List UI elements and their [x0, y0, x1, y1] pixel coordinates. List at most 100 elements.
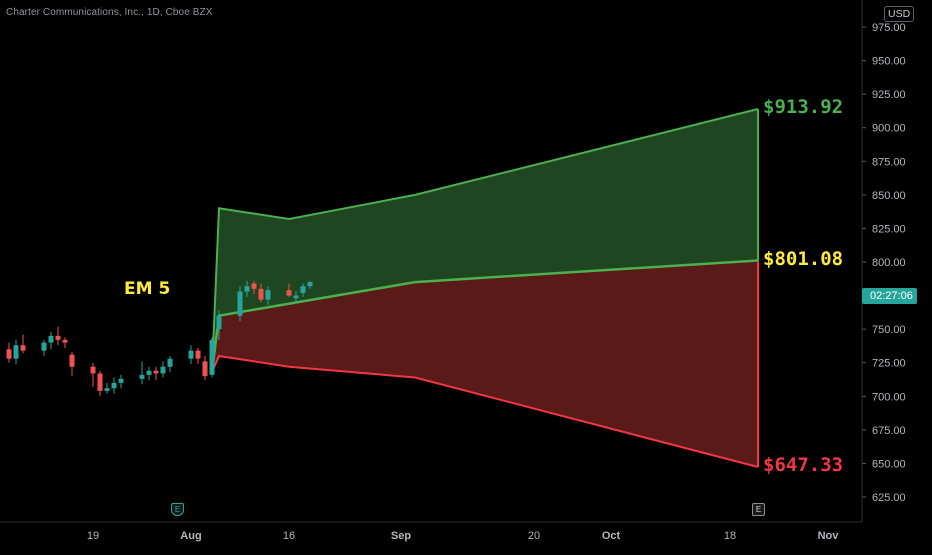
candle [216, 310, 222, 340]
candle [13, 339, 19, 365]
candle [195, 347, 201, 365]
candle [153, 366, 159, 381]
mid-target-label: $801.08 [763, 247, 844, 270]
candle-body [293, 295, 299, 299]
candle-body [104, 388, 110, 391]
candles [6, 280, 313, 397]
x-tick-label: 19 [87, 530, 99, 542]
candle [104, 382, 110, 394]
y-tick-label: 850.00 [872, 190, 906, 202]
expected-move-bands [210, 108, 759, 468]
y-tick-label: 950.00 [872, 56, 906, 68]
candle [111, 377, 117, 394]
candle [202, 356, 208, 381]
candle-body [202, 361, 208, 377]
x-tick-label: 18 [724, 530, 736, 542]
candle [265, 286, 271, 305]
x-tick-label: 20 [528, 530, 540, 542]
x-tick-label: 16 [283, 530, 295, 542]
candle-body [97, 373, 103, 391]
candle [97, 370, 103, 397]
candle [62, 337, 68, 348]
last-price-countdown-tag: 02:27:06 [862, 288, 917, 304]
candle-body [13, 345, 19, 359]
candle [244, 280, 250, 297]
lower-target-label: $647.33 [763, 454, 844, 476]
y-tick-label: 675.00 [872, 425, 906, 437]
candle [251, 280, 257, 295]
y-tick-label: 650.00 [872, 458, 906, 470]
candle-body [300, 286, 306, 293]
candle [209, 337, 215, 378]
chart-title: Charter Communications, Inc., 1D, Cboe B… [6, 7, 213, 18]
earnings-past-badge[interactable]: E [171, 503, 184, 516]
x-axis[interactable]: 19 Aug 16 Sep 20 Oct 18 Nov [0, 521, 862, 542]
y-tick-label: 625.00 [872, 492, 906, 504]
candle-body [216, 315, 222, 330]
y-axis[interactable]: 625.00650.00675.00700.00725.00750.00775.… [861, 0, 906, 522]
em-label: EM 5 [124, 279, 171, 299]
upper-target-label: $913.92 [763, 96, 844, 119]
candle-body [251, 283, 257, 289]
candle [167, 356, 173, 373]
candle [118, 374, 124, 389]
candle-body [160, 366, 166, 374]
lower-band-line [211, 354, 759, 468]
upper-band-line [211, 108, 759, 373]
y-tick-label: 700.00 [872, 391, 906, 403]
upper-band-fill [212, 109, 758, 373]
candle-body [111, 382, 117, 389]
y-tick-label: 900.00 [872, 123, 906, 135]
mid-band-line [210, 259, 759, 373]
candle-body [69, 354, 75, 367]
candle-body [139, 374, 145, 379]
candle-body [167, 358, 173, 367]
candle [258, 283, 264, 303]
candle-body [237, 291, 243, 316]
candle [160, 361, 166, 378]
candle [90, 362, 96, 387]
candle-body [195, 350, 201, 359]
lower-band-fill [212, 260, 758, 467]
candle [6, 342, 12, 363]
candle [48, 331, 54, 350]
x-tick-label: Nov [818, 530, 840, 542]
candle-body [118, 378, 124, 383]
candle-body [307, 282, 313, 287]
candle-body [258, 288, 264, 300]
x-tick-label: Oct [602, 530, 621, 542]
candle [307, 280, 313, 289]
candle [286, 283, 292, 297]
candle [139, 361, 145, 385]
x-tick-label: Aug [180, 530, 201, 542]
candle-body [20, 345, 26, 351]
y-tick-label: 875.00 [872, 156, 906, 168]
candle-body [55, 335, 61, 340]
candle [188, 345, 194, 365]
candle [20, 334, 26, 354]
y-tick-label: 975.00 [872, 22, 906, 34]
candle-body [209, 339, 215, 375]
y-tick-label: 725.00 [872, 358, 906, 370]
candle-body [265, 290, 271, 300]
candle-body [146, 370, 152, 375]
y-tick-label: 825.00 [872, 223, 906, 235]
candle-body [62, 339, 68, 343]
candle [300, 283, 306, 297]
candle-body [188, 350, 194, 359]
x-tick-label: Sep [391, 530, 411, 542]
candle-body [6, 349, 12, 359]
candle [146, 366, 152, 381]
candle-body [41, 342, 47, 351]
candle-body [244, 286, 250, 292]
earnings-future-badge[interactable]: E [752, 503, 765, 516]
candle [55, 326, 61, 346]
candle-body [48, 335, 54, 343]
currency-badge[interactable]: USD [884, 6, 915, 22]
candle-body [90, 366, 96, 374]
y-tick-label: 925.00 [872, 89, 906, 101]
candle-body [286, 290, 292, 296]
y-tick-label: 750.00 [872, 324, 906, 336]
